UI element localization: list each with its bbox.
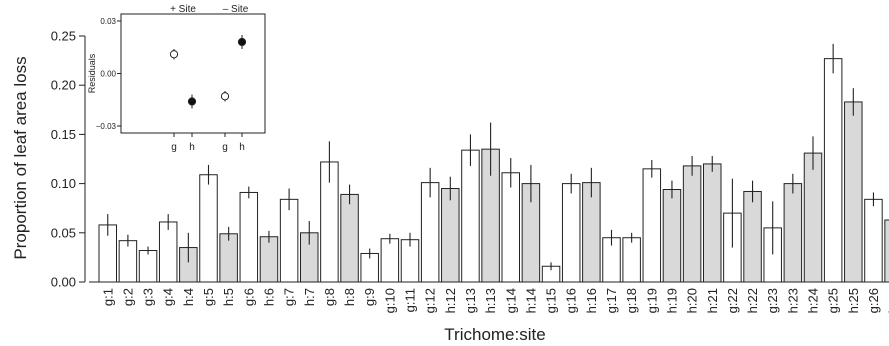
y-tick-label: 0.20 (51, 78, 76, 93)
x-tick-label: g:19 (644, 288, 659, 313)
bar (864, 198, 883, 283)
bar (844, 101, 863, 283)
x-tick-label: g:7 (282, 288, 297, 306)
bar (561, 183, 581, 283)
bar (823, 58, 843, 283)
bar (582, 182, 601, 283)
bar (441, 188, 460, 283)
x-tick-label: h:21 (705, 288, 720, 313)
inset-x-tick-label: h (239, 142, 245, 153)
inset-y-axis-title: Residuals (87, 53, 97, 93)
x-tick-label: g:23 (765, 288, 780, 313)
x-tick-label: g:18 (624, 288, 639, 313)
bar (138, 250, 158, 283)
y-tick-label: 0.10 (51, 176, 76, 191)
inset-y-tick-label: 0.03 (100, 17, 116, 26)
x-tick-label: h:14 (523, 288, 538, 313)
x-tick-label: h:7 (302, 288, 317, 306)
x-tick-label: h:4 (181, 288, 196, 306)
bar (340, 193, 359, 283)
x-axis-title: Trichome:site (444, 325, 545, 344)
y-axis: 0.00 0.05 0.10 0.15 0.20 0.25 (51, 29, 86, 290)
x-tick-label: h:26 (886, 288, 889, 313)
inset-point (237, 37, 247, 47)
bar (743, 190, 762, 283)
x-tick-label: g:26 (866, 288, 881, 313)
x-tick-label: g:13 (463, 288, 478, 313)
x-tick-label: g:16 (564, 288, 579, 313)
x-tick-label: h:12 (443, 288, 458, 313)
inset-point (169, 50, 179, 59)
bar (682, 165, 702, 283)
inset-header-minus-site: – Site (223, 4, 249, 15)
y-tick-label: 0.25 (51, 29, 76, 44)
bar (279, 198, 299, 283)
x-tick-label: g:12 (423, 288, 438, 313)
bar (118, 240, 138, 283)
bar (783, 183, 803, 283)
inset-header-plus-site: + Site (170, 4, 196, 15)
bar (884, 219, 889, 283)
x-tick-label: h:8 (342, 288, 357, 306)
y-tick-label: 0.05 (51, 225, 76, 240)
x-tick-label: g:22 (725, 288, 740, 313)
x-tick-label: h:20 (685, 288, 700, 313)
bar (803, 152, 823, 283)
bar (642, 168, 662, 283)
x-tick-label: g:9 (362, 288, 377, 306)
bar (662, 189, 682, 283)
x-tick-label: g:8 (322, 288, 337, 306)
x-tick-labels: g:1 g:2 g:3 g:4 h:4 g:5 h:5 g:6 h:6 g:7 h:7 g:8 h:8 g… (100, 288, 889, 313)
x-tick-label: g:2 (120, 288, 135, 306)
bar (420, 182, 440, 283)
inset-x-tick-label: g (171, 142, 177, 153)
x-tick-label: h:5 (221, 288, 236, 306)
inset-frame (120, 13, 266, 134)
inset-point (187, 97, 197, 106)
inset-point (220, 92, 230, 101)
x-tick-label: g:6 (241, 288, 256, 306)
inset-y-tick-label: −0.03 (96, 122, 117, 131)
bar (380, 238, 400, 283)
x-tick-label: g:14 (503, 288, 518, 313)
x-tick-label: g:17 (604, 288, 619, 313)
x-tick-label: g:3 (141, 288, 156, 306)
bar (501, 172, 520, 283)
bar (622, 237, 641, 283)
bars (89, 43, 889, 283)
bar (259, 236, 279, 283)
x-tick-label: h:23 (785, 288, 800, 313)
bar (239, 191, 259, 283)
inset-x-tick-label: g (222, 142, 228, 153)
bar (219, 233, 238, 283)
x-tick-label: g:1 (100, 288, 115, 306)
x-tick-label: h:25 (846, 288, 861, 313)
x-tick-label: g:10 (382, 288, 397, 313)
y-tick-label: 0.00 (51, 275, 76, 290)
bar (199, 174, 218, 283)
x-tick-label: h:19 (664, 288, 679, 313)
bar (158, 221, 178, 283)
x-tick-label: h:16 (584, 288, 599, 313)
y-axis-title: Proportion of leaf area loss (11, 56, 30, 259)
x-tick-label: g:15 (544, 288, 559, 313)
x-tick-label: h:24 (806, 288, 821, 313)
x-tick-label: g:11 (403, 288, 418, 312)
y-tick-label: 0.15 (51, 127, 76, 142)
bar (703, 163, 722, 283)
bar (461, 149, 480, 283)
x-tick-label: g:4 (161, 288, 176, 306)
x-tick-label: h:6 (261, 288, 276, 306)
x-tick-label: h:13 (483, 288, 498, 313)
x-tick-label: h:22 (745, 288, 760, 313)
x-tick-label: g:5 (201, 288, 216, 306)
inset-x-tick-label: h (189, 142, 195, 153)
x-tick-label: g:25 (826, 288, 841, 313)
inset-y-tick-label: 0.00 (100, 70, 116, 79)
